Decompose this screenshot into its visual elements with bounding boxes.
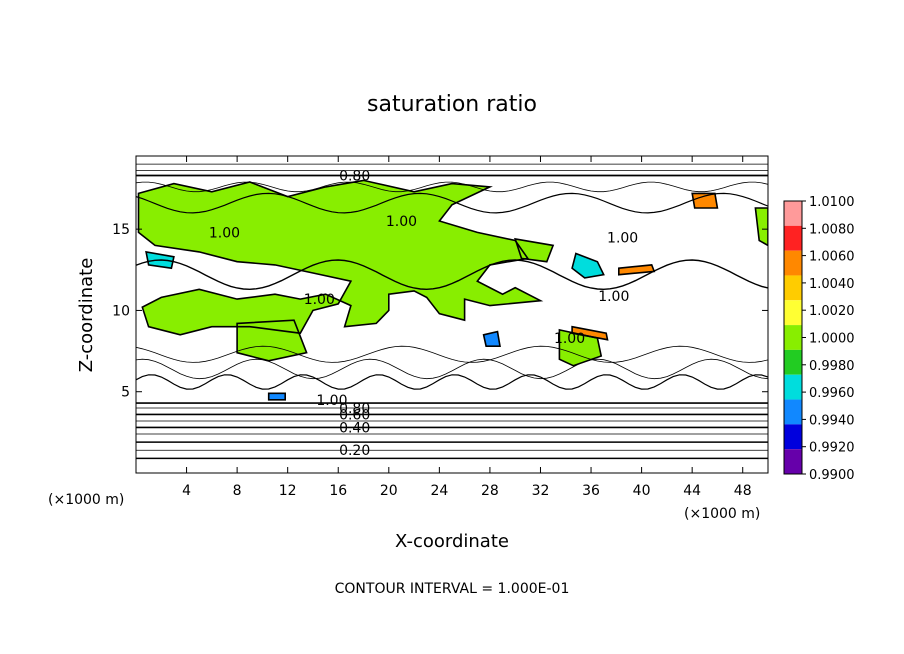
x-tick-label-3: 16 <box>329 483 347 499</box>
y-axis-ticks: 5 10 15 <box>112 222 768 401</box>
contour-label-5: 1.00 <box>304 292 335 308</box>
colorbar-swatch-7 <box>784 374 802 400</box>
x-tick-label-4: 20 <box>380 483 398 499</box>
region-7 <box>483 331 500 347</box>
contour-interval-footer: CONTOUR INTERVAL = 1.000E-01 <box>335 581 570 597</box>
contour-label-6: 1.00 <box>554 331 585 347</box>
contour-label-7: 1.00 <box>316 393 347 409</box>
x-axis-label: X-coordinate <box>395 531 509 552</box>
x-tick-label-2: 12 <box>279 483 297 499</box>
contour-outline-0 <box>137 179 544 336</box>
y-tick-label-0: 5 <box>121 385 130 401</box>
colorbar-swatch-9 <box>784 424 802 450</box>
plot-frame <box>135 155 769 474</box>
contour-label-3: 1.00 <box>607 230 638 246</box>
colorbar-swatch-6 <box>784 349 802 375</box>
contour-outline-5 <box>145 250 175 270</box>
colorbar-swatch-1 <box>784 225 802 251</box>
region-10 <box>572 326 608 340</box>
colorbar-label-8: 0.9940 <box>809 413 855 428</box>
contour-label-4: 1.00 <box>598 289 629 305</box>
x-axis-unit-left: (×1000 m) <box>48 492 124 508</box>
contour-wave-1 <box>136 358 768 380</box>
colorbar-label-10: 0.9900 <box>809 468 855 483</box>
y-tick-label-2: 15 <box>112 222 130 238</box>
contour-label-8: 0.80 <box>339 401 370 417</box>
contour-wave-5 <box>136 181 768 193</box>
contour-outline-1 <box>236 319 308 362</box>
region-8 <box>268 393 286 400</box>
contour-outline-7 <box>482 330 501 348</box>
contour-label-10: 0.40 <box>339 420 370 436</box>
colorbar-label-6: 0.9980 <box>809 359 855 374</box>
y-axis-label: Z-coordinate <box>76 258 97 373</box>
contour-label-1: 1.00 <box>386 214 417 230</box>
colorbar-swatch-2 <box>784 250 802 276</box>
colorbar-swatch-8 <box>784 399 802 425</box>
region-9 <box>692 193 718 208</box>
contour-label-0: 0.80 <box>339 169 370 185</box>
colorbar-label-3: 1.0040 <box>809 277 855 292</box>
contour-outline-9 <box>691 192 719 209</box>
colorbar-label-5: 1.0000 <box>809 332 855 347</box>
contour-outline-10 <box>571 325 609 341</box>
region-6 <box>572 253 604 278</box>
colorbar-swatch-10 <box>784 449 802 474</box>
colorbar-swatch-4 <box>784 300 802 326</box>
colorbar-label-2: 1.0060 <box>809 250 855 265</box>
contour-label-11: 0.20 <box>339 443 370 459</box>
contour-wave-0 <box>136 374 768 390</box>
x-axis-unit-right: (×1000 m) <box>684 506 760 522</box>
colorbar-swatch-0 <box>784 201 802 226</box>
colorbar-swatch-3 <box>784 275 802 301</box>
x-tick-label-6: 28 <box>481 483 499 499</box>
colorbar-label-0: 1.0100 <box>809 195 855 210</box>
colorbar-label-1: 1.0080 <box>809 222 855 237</box>
contour-outline-3 <box>754 207 768 247</box>
contour-wave-2 <box>136 345 768 363</box>
contour-outline-4 <box>514 237 555 263</box>
y-tick-label-1: 10 <box>112 303 130 319</box>
x-tick-label-11: 48 <box>734 483 752 499</box>
x-tick-label-7: 32 <box>532 483 550 499</box>
contour-lines <box>136 163 768 460</box>
x-tick-label-0: 4 <box>182 483 191 499</box>
region-2 <box>559 329 602 366</box>
x-tick-label-10: 44 <box>683 483 701 499</box>
contour-label-2: 1.00 <box>209 225 240 241</box>
contour-wave-3 <box>136 259 768 291</box>
colorbar-label-9: 0.9920 <box>809 441 855 456</box>
colorbar: 1.0100 1.0080 1.0060 1.0040 1.0020 1.0000 0.99… <box>783 195 855 483</box>
region-4 <box>515 238 554 262</box>
x-tick-label-9: 40 <box>633 483 651 499</box>
x-tick-label-8: 36 <box>582 483 600 499</box>
region-1 <box>237 320 307 361</box>
x-tick-label-5: 24 <box>430 483 448 499</box>
plot-area: 0.801.001.00 1.001.001.001.001.000.800.60… <box>112 155 769 499</box>
colorbar-label-7: 0.9960 <box>809 386 855 401</box>
colorbar-label-4: 1.0020 <box>809 304 855 319</box>
contour-outline-6 <box>571 252 605 279</box>
contour-wave-4 <box>136 192 768 214</box>
region-3 <box>755 208 768 246</box>
x-tick-label-1: 8 <box>233 483 242 499</box>
colorbar-swatch-5 <box>784 325 802 350</box>
contour-label-9: 0.60 <box>339 407 370 423</box>
contour-labels: 0.801.001.00 1.001.001.001.001.000.800.60… <box>209 169 638 460</box>
contour-outline-8 <box>267 392 287 401</box>
x-axis-ticks: 4 8 12 16 20 24 28 32 36 40 44 48 <box>182 156 752 499</box>
chart-title: saturation ratio <box>367 92 537 117</box>
